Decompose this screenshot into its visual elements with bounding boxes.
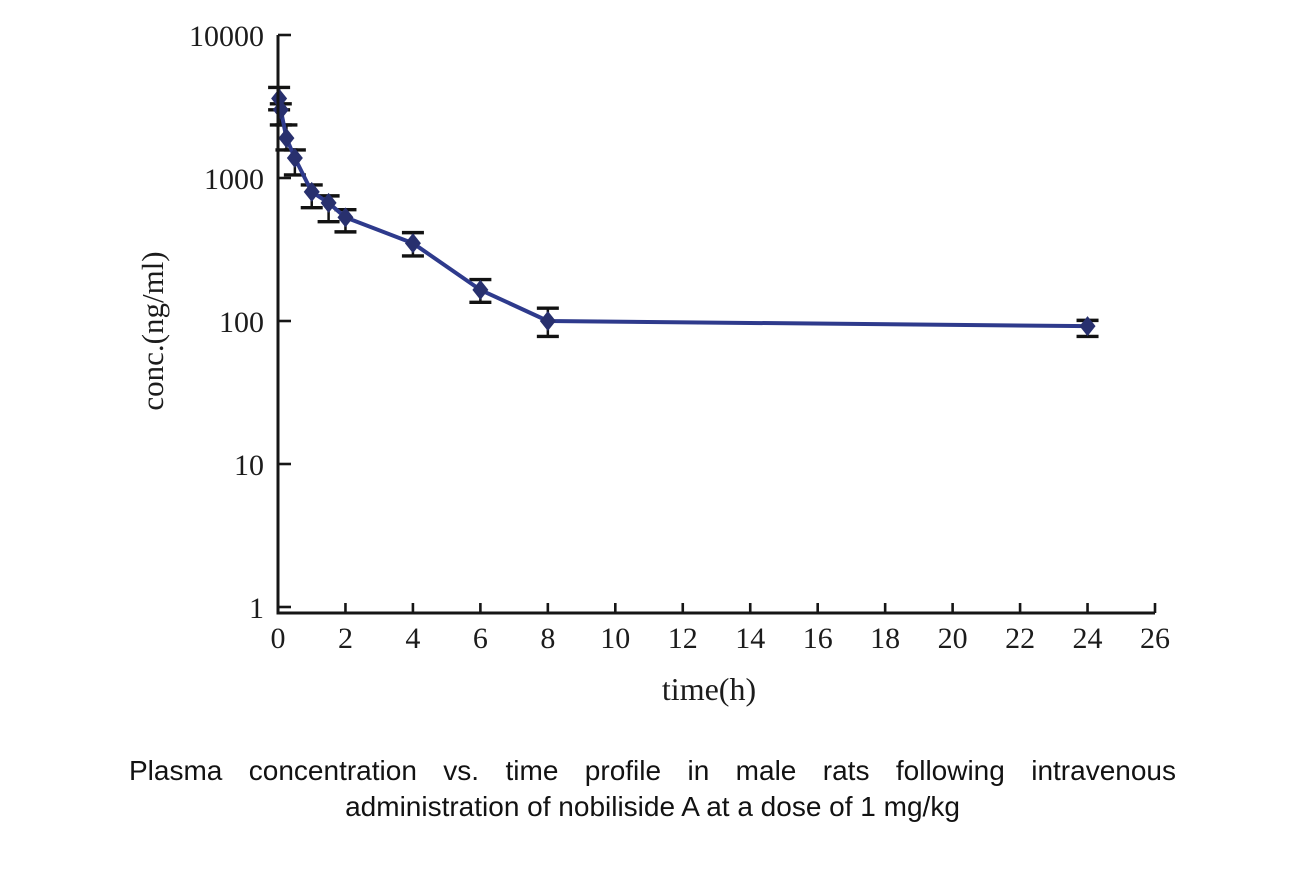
data-point-marker (278, 128, 295, 149)
x-tick-label: 12 (668, 622, 698, 655)
x-tick-label: 2 (338, 622, 353, 655)
data-point-marker (303, 181, 320, 202)
y-tick-label: 100 (219, 306, 264, 339)
data-point-marker (472, 279, 489, 300)
data-point-marker (286, 147, 303, 168)
x-tick-label: 16 (803, 622, 833, 655)
x-tick-label: 8 (540, 622, 555, 655)
x-tick-label: 10 (600, 622, 630, 655)
series-line (277, 98, 1088, 329)
y-tick-label: 1000 (204, 163, 264, 196)
x-tick-label: 4 (405, 622, 420, 655)
caption-line-1: Plasma concentration vs. time profile in… (129, 755, 1176, 786)
figure-caption: Plasma concentration vs. time profile in… (129, 753, 1176, 825)
x-tick-label: 6 (473, 622, 488, 655)
caption-line-2: administration of nobiliside A at a dose… (345, 791, 960, 822)
data-point-marker (404, 233, 421, 254)
x-tick-label: 0 (271, 622, 286, 655)
data-points-group (271, 88, 1096, 337)
data-point-marker (539, 311, 556, 331)
series-line-group (277, 98, 1088, 329)
x-tick-label: 18 (870, 622, 900, 655)
x-tick-label: 26 (1140, 622, 1170, 655)
x-tick-label: 20 (938, 622, 968, 655)
x-tick-label: 24 (1073, 622, 1103, 655)
y-tick-label: 10000 (189, 20, 264, 53)
y-tick-label: 1 (249, 592, 264, 625)
y-axis-label: conc.(ng/ml) (135, 251, 170, 410)
x-tick-label: 14 (735, 622, 765, 655)
x-axis-label: time(h) (662, 671, 756, 707)
data-point-marker (1079, 316, 1096, 337)
data-point-marker (337, 207, 354, 228)
axes-group (276, 33, 1157, 615)
error-bars-group (268, 85, 1099, 339)
x-tick-label: 22 (1005, 622, 1035, 655)
y-tick-label: 10 (234, 449, 264, 482)
axis-lines (276, 35, 1155, 615)
data-point-marker (320, 192, 337, 213)
